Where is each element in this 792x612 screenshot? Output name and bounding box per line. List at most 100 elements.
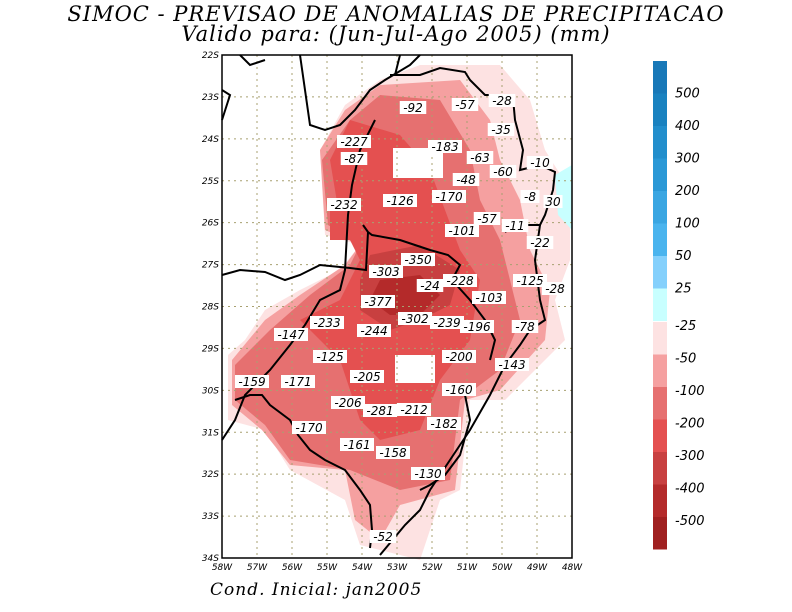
lon-tick-label: 49W bbox=[527, 563, 548, 573]
colorbar-label: -100 bbox=[675, 384, 705, 399]
contour-label: -232 bbox=[327, 198, 361, 212]
contour-label: -57 bbox=[451, 98, 479, 112]
lat-tick-label: 27S bbox=[202, 261, 219, 271]
contour-label: -125 bbox=[313, 350, 347, 364]
svg-text:-57: -57 bbox=[455, 98, 475, 112]
initial-condition: Cond. Inicial: jan2005 bbox=[210, 580, 423, 600]
contour-label: -103 bbox=[472, 291, 506, 305]
colorbar-swatch bbox=[653, 61, 667, 94]
contour-label: -101 bbox=[445, 224, 479, 238]
svg-text:-159: -159 bbox=[238, 375, 265, 389]
svg-text:-244: -244 bbox=[360, 324, 387, 338]
colorbar-swatch bbox=[653, 93, 667, 126]
svg-text:-228: -228 bbox=[446, 274, 474, 288]
lon-tick-label: 58W bbox=[212, 563, 233, 573]
lat-tick-label: 26S bbox=[202, 219, 219, 229]
contour-label: -182 bbox=[427, 417, 461, 431]
lon-tick-label: 53W bbox=[387, 563, 408, 573]
colorbar-swatch bbox=[653, 419, 667, 452]
colorbar-label: 500 bbox=[675, 87, 700, 102]
contour-label: 30 bbox=[543, 195, 563, 209]
svg-text:-92: -92 bbox=[403, 101, 423, 115]
contour-label: -170 bbox=[432, 190, 466, 204]
contour-label: -63 bbox=[466, 151, 494, 165]
colorbar-label: -200 bbox=[675, 417, 705, 432]
colorbar-swatch bbox=[653, 354, 667, 387]
border-line bbox=[221, 231, 369, 282]
svg-text:30: 30 bbox=[545, 195, 561, 209]
contour-label: -28 bbox=[541, 282, 569, 296]
lat-tick-label: 28S bbox=[202, 303, 219, 313]
svg-text:-227: -227 bbox=[340, 135, 368, 149]
colorbar-swatch bbox=[653, 158, 667, 191]
colorbar-swatch bbox=[653, 387, 667, 420]
svg-text:-233: -233 bbox=[313, 316, 340, 330]
lon-tick-label: 50W bbox=[492, 563, 513, 573]
lon-tick-label: 56W bbox=[282, 563, 303, 573]
contour-label: -130 bbox=[411, 467, 445, 481]
svg-text:-28: -28 bbox=[545, 282, 565, 296]
colorbar-swatch bbox=[653, 452, 667, 485]
svg-text:-11: -11 bbox=[505, 219, 525, 233]
contour-label: -52 bbox=[369, 530, 397, 544]
svg-text:-22: -22 bbox=[530, 236, 550, 250]
contour-label: -302 bbox=[398, 312, 432, 326]
border-line bbox=[221, 89, 232, 121]
svg-text:-303: -303 bbox=[372, 265, 399, 279]
svg-text:-52: -52 bbox=[373, 530, 393, 544]
missing-data-cell bbox=[395, 355, 435, 383]
svg-text:-170: -170 bbox=[435, 190, 463, 204]
map-frame bbox=[221, 54, 573, 559]
svg-text:-200: -200 bbox=[445, 350, 473, 364]
border-line bbox=[239, 54, 266, 67]
lat-tick-label: 22S bbox=[202, 51, 219, 61]
svg-text:-125: -125 bbox=[316, 350, 343, 364]
contour-label: -126 bbox=[383, 194, 417, 208]
contour-label: -200 bbox=[442, 350, 476, 364]
contour-label: -196 bbox=[460, 320, 494, 334]
lon-tick-label: 54W bbox=[352, 563, 373, 573]
svg-text:-8: -8 bbox=[524, 190, 536, 204]
svg-text:-60: -60 bbox=[493, 165, 513, 179]
lat-tick-label: 23S bbox=[202, 93, 219, 103]
svg-text:-147: -147 bbox=[277, 328, 305, 342]
colorbar-swatch bbox=[653, 126, 667, 159]
lat-tick-label: 34S bbox=[202, 554, 219, 564]
contour-label: -60 bbox=[489, 165, 517, 179]
colorbar-label: -400 bbox=[675, 482, 705, 497]
contour-label: -205 bbox=[350, 370, 384, 384]
contour-label: -8 bbox=[520, 190, 540, 204]
svg-text:-48: -48 bbox=[456, 173, 476, 187]
svg-text:-143: -143 bbox=[498, 358, 525, 372]
colorbar-swatch bbox=[653, 191, 667, 224]
contour-label: -87 bbox=[340, 152, 368, 166]
border-line bbox=[390, 66, 557, 233]
lon-tick-label: 57W bbox=[247, 563, 268, 573]
colorbar-label: -25 bbox=[675, 319, 696, 334]
contour-label: -377 bbox=[361, 295, 395, 309]
contour-label: -10 bbox=[526, 156, 554, 170]
colorbar-label: 25 bbox=[675, 282, 692, 297]
contour-label: -57 bbox=[473, 212, 501, 226]
contour-label: -206 bbox=[331, 396, 365, 410]
contour-label: -212 bbox=[397, 403, 431, 417]
contour-label: -171 bbox=[281, 375, 315, 389]
contour-label: -161 bbox=[340, 438, 374, 452]
colorbar-label: 200 bbox=[675, 184, 700, 199]
contour-label: -244 bbox=[357, 324, 391, 338]
svg-text:-161: -161 bbox=[343, 438, 370, 452]
contour-label: -170 bbox=[292, 421, 326, 435]
colorbar-label: -50 bbox=[675, 352, 696, 367]
contour-label: -24 bbox=[416, 279, 444, 293]
svg-text:-160: -160 bbox=[445, 383, 473, 397]
contour-label: -227 bbox=[337, 135, 371, 149]
svg-text:-377: -377 bbox=[364, 295, 392, 309]
lon-tick-label: 51W bbox=[457, 563, 478, 573]
colorbar-swatch bbox=[653, 322, 667, 355]
lon-tick-label: 48W bbox=[562, 563, 583, 573]
svg-text:-182: -182 bbox=[430, 417, 457, 431]
border-line bbox=[394, 54, 401, 76]
contour-label: -22 bbox=[526, 236, 554, 250]
contour-label: -281 bbox=[363, 404, 397, 418]
